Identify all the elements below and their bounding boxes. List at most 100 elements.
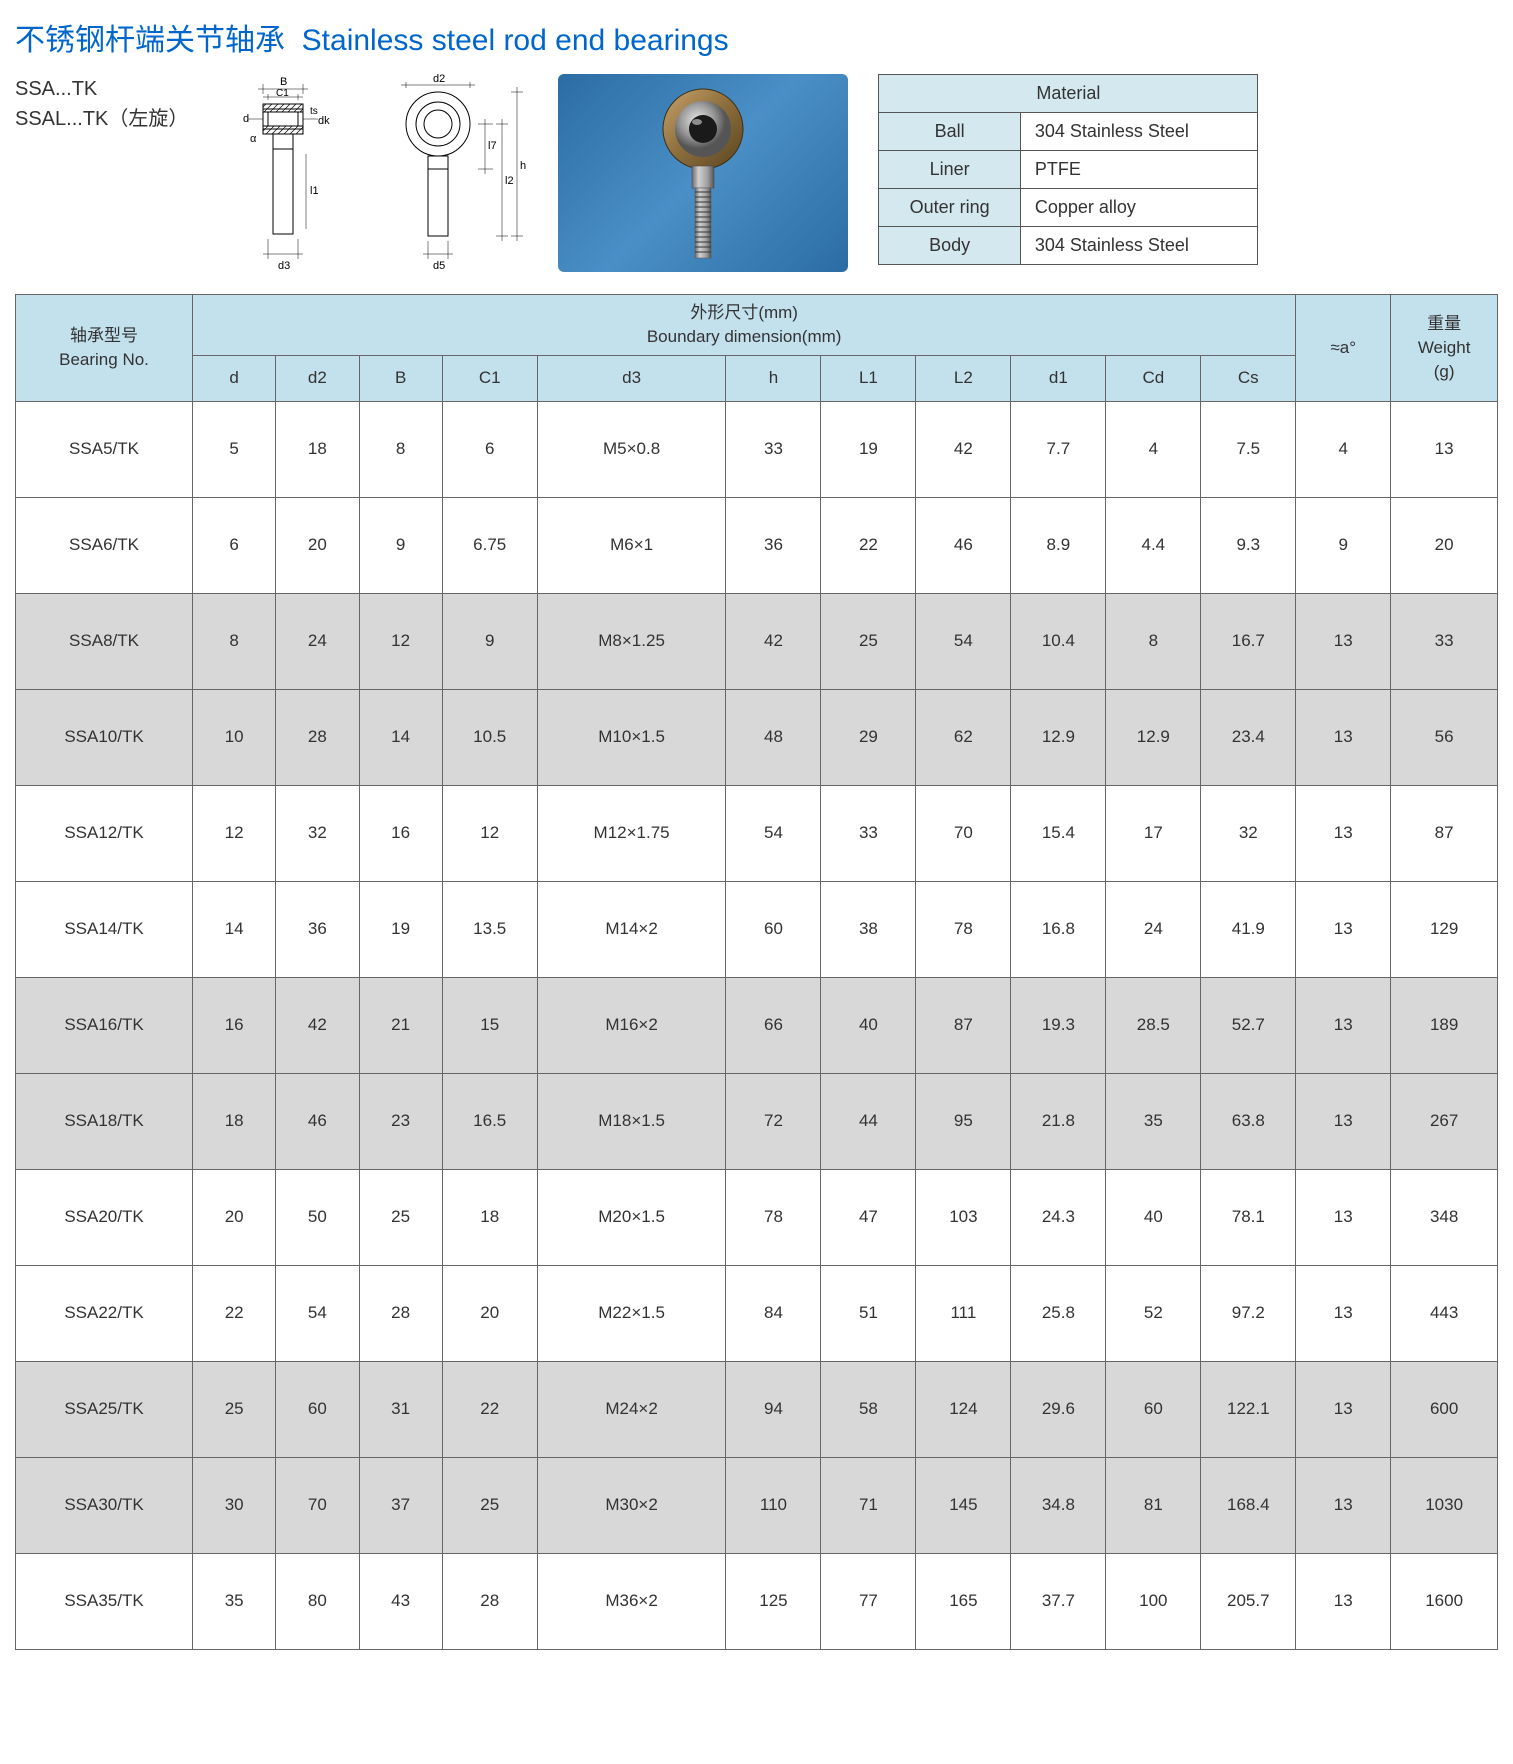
- cell-a: 13: [1296, 977, 1391, 1073]
- cell-value: 28: [442, 1553, 537, 1649]
- cell-value: 24: [1106, 881, 1201, 977]
- cell-a: 13: [1296, 1361, 1391, 1457]
- cell-value: M16×2: [537, 977, 726, 1073]
- cell-value: 81: [1106, 1457, 1201, 1553]
- cell-a: 4: [1296, 401, 1391, 497]
- material-value: PTFE: [1020, 151, 1258, 189]
- cell-value: 110: [726, 1457, 821, 1553]
- cell-value: 13.5: [442, 881, 537, 977]
- cell-value: M36×2: [537, 1553, 726, 1649]
- col-header: Cs: [1201, 355, 1296, 401]
- material-label: Body: [879, 227, 1020, 265]
- cell-value: 46: [916, 497, 1011, 593]
- hdr-weight-cn: 重量: [1391, 312, 1497, 336]
- cell-value: 42: [276, 977, 359, 1073]
- label-d5: d5: [433, 260, 445, 272]
- cell-value: 43: [359, 1553, 442, 1649]
- table-row: SSA20/TK20502518M20×1.5784710324.34078.1…: [16, 1169, 1498, 1265]
- cell-value: 77: [821, 1553, 916, 1649]
- cell-value: 19: [359, 881, 442, 977]
- cell-value: 15.4: [1011, 785, 1106, 881]
- cell-value: M6×1: [537, 497, 726, 593]
- cell-value: 4: [1106, 401, 1201, 497]
- cell-bearing-no: SSA25/TK: [16, 1361, 193, 1457]
- cell-a: 13: [1296, 1169, 1391, 1265]
- cell-value: 30: [193, 1457, 276, 1553]
- cell-value: 125: [726, 1553, 821, 1649]
- label-d2: d2: [433, 74, 445, 85]
- cell-value: 46: [276, 1073, 359, 1169]
- cell-value: 29: [821, 689, 916, 785]
- cell-value: 205.7: [1201, 1553, 1296, 1649]
- cell-value: 52: [1106, 1265, 1201, 1361]
- cell-a: 13: [1296, 785, 1391, 881]
- cell-a: 13: [1296, 689, 1391, 785]
- cell-value: 12.9: [1106, 689, 1201, 785]
- cell-value: 23.4: [1201, 689, 1296, 785]
- cell-value: 94: [726, 1361, 821, 1457]
- cell-value: 168.4: [1201, 1457, 1296, 1553]
- cell-value: 103: [916, 1169, 1011, 1265]
- col-header: C1: [442, 355, 537, 401]
- cell-weight: 267: [1391, 1073, 1498, 1169]
- cell-value: 28.5: [1106, 977, 1201, 1073]
- cell-value: 97.2: [1201, 1265, 1296, 1361]
- cell-a: 13: [1296, 881, 1391, 977]
- cell-value: 34.8: [1011, 1457, 1106, 1553]
- table-row: SSA6/TK62096.75M6×13622468.94.49.3920: [16, 497, 1498, 593]
- label-l1: l1: [310, 185, 319, 197]
- cell-weight: 13: [1391, 401, 1498, 497]
- cell-value: 18: [276, 401, 359, 497]
- col-header: L1: [821, 355, 916, 401]
- cell-bearing-no: SSA10/TK: [16, 689, 193, 785]
- hdr-bearing-no-cn: 轴承型号: [16, 324, 192, 348]
- table-row: SSA22/TK22542820M22×1.5845111125.85297.2…: [16, 1265, 1498, 1361]
- title-en: Stainless steel rod end bearings: [302, 24, 729, 57]
- cell-value: 6: [442, 401, 537, 497]
- cell-bearing-no: SSA5/TK: [16, 401, 193, 497]
- hdr-approx-a: ≈a°: [1296, 295, 1391, 402]
- cell-value: 32: [1201, 785, 1296, 881]
- cell-value: 9: [442, 593, 537, 689]
- table-row: SSA8/TK824129M8×1.2542255410.4816.71333: [16, 593, 1498, 689]
- cell-weight: 56: [1391, 689, 1498, 785]
- cell-value: 8.9: [1011, 497, 1106, 593]
- cell-value: 54: [276, 1265, 359, 1361]
- cell-value: 165: [916, 1553, 1011, 1649]
- label-l7: l7: [488, 140, 497, 152]
- cell-weight: 87: [1391, 785, 1498, 881]
- cell-value: M18×1.5: [537, 1073, 726, 1169]
- label-h: h: [520, 160, 526, 172]
- cell-value: 122.1: [1201, 1361, 1296, 1457]
- cell-value: 20: [276, 497, 359, 593]
- cell-value: 8: [359, 401, 442, 497]
- cell-value: 20: [442, 1265, 537, 1361]
- cell-value: 41.9: [1201, 881, 1296, 977]
- cell-value: 60: [1106, 1361, 1201, 1457]
- cell-value: 33: [821, 785, 916, 881]
- col-header: L2: [916, 355, 1011, 401]
- cell-bearing-no: SSA14/TK: [16, 881, 193, 977]
- cell-value: 8: [1106, 593, 1201, 689]
- cell-value: 5: [193, 401, 276, 497]
- cell-a: 13: [1296, 1553, 1391, 1649]
- cell-value: M24×2: [537, 1361, 726, 1457]
- col-header: d: [193, 355, 276, 401]
- cell-value: 9.3: [1201, 497, 1296, 593]
- label-C1: C1: [276, 88, 289, 99]
- cell-value: 36: [726, 497, 821, 593]
- cell-value: 54: [916, 593, 1011, 689]
- cell-bearing-no: SSA35/TK: [16, 1553, 193, 1649]
- cell-value: 78: [916, 881, 1011, 977]
- cell-value: 15: [442, 977, 537, 1073]
- cell-value: 38: [821, 881, 916, 977]
- col-header: d1: [1011, 355, 1106, 401]
- material-value: Copper alloy: [1020, 189, 1258, 227]
- cell-value: M8×1.25: [537, 593, 726, 689]
- cell-value: 28: [359, 1265, 442, 1361]
- table-row: SSA12/TK12321612M12×1.7554337015.4173213…: [16, 785, 1498, 881]
- material-label: Liner: [879, 151, 1020, 189]
- table-row: SSA25/TK25603122M24×2945812429.660122.11…: [16, 1361, 1498, 1457]
- cell-a: 13: [1296, 593, 1391, 689]
- cell-value: 19.3: [1011, 977, 1106, 1073]
